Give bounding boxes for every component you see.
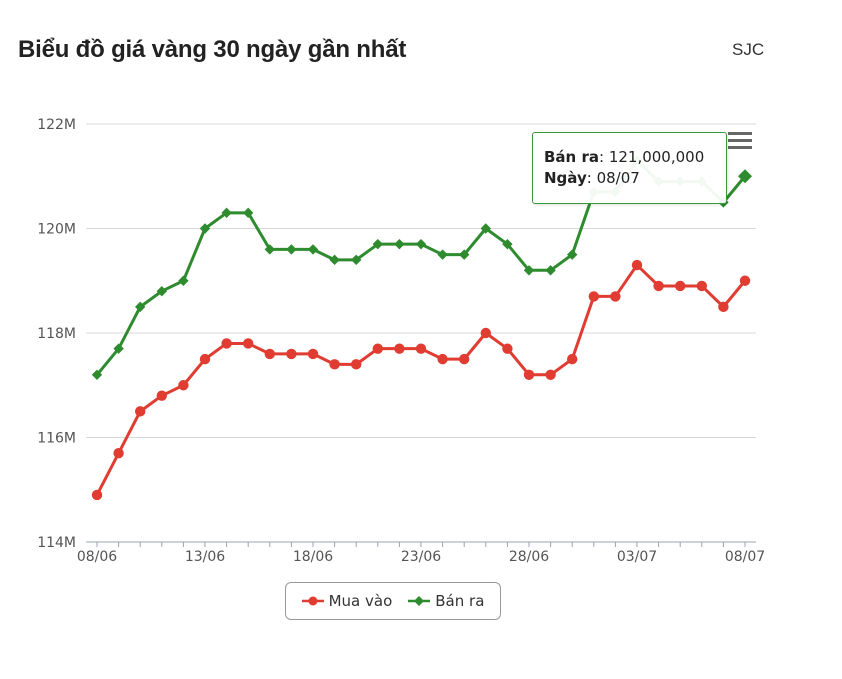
y-tick-label: 114M xyxy=(37,535,76,551)
legend-item-ban-ra[interactable]: Bán ra xyxy=(408,592,484,610)
data-point xyxy=(91,489,103,501)
data-point xyxy=(459,249,470,260)
tooltip-date: 08/07 xyxy=(596,169,640,187)
data-point xyxy=(545,265,556,276)
x-tick-label: 13/06 xyxy=(185,549,225,565)
data-point xyxy=(135,301,146,313)
data-point xyxy=(437,353,448,365)
data-point xyxy=(523,369,535,380)
x-tick-label: 03/07 xyxy=(617,549,657,565)
x-tick-label: 23/06 xyxy=(401,549,441,565)
data-point xyxy=(199,353,211,365)
data-point xyxy=(415,238,427,250)
data-point xyxy=(437,249,448,260)
tooltip-series-label: Bán ra xyxy=(544,148,599,166)
data-point xyxy=(502,238,513,250)
data-point xyxy=(567,353,578,365)
data-point xyxy=(178,275,189,286)
x-tick-label: 18/06 xyxy=(293,549,333,565)
data-point xyxy=(394,238,405,250)
x-axis: 08/06 13/06 18/06 23/06 28/06 03/07 08/07 xyxy=(77,542,765,565)
data-point xyxy=(243,207,254,219)
chart-tooltip: Bán ra: 121,000,000 Ngày: 08/07 xyxy=(532,132,727,204)
data-point xyxy=(178,380,189,391)
page-title: Biểu đồ giá vàng 30 ngày gần nhất xyxy=(18,36,407,63)
legend-item-mua-vao[interactable]: Mua vào xyxy=(301,592,393,610)
data-point xyxy=(221,207,232,219)
tooltip-value-row: Bán ra: 121,000,000 xyxy=(544,148,705,166)
menu-bar xyxy=(728,146,752,149)
data-point xyxy=(459,353,470,365)
data-point xyxy=(372,343,383,354)
y-tick-label: 116M xyxy=(37,431,76,447)
y-axis: 114M 116M 118M 120M 122M xyxy=(37,117,76,551)
tooltip-date-row: Ngày: 08/07 xyxy=(544,169,640,187)
legend-circle-icon xyxy=(301,596,324,606)
data-point xyxy=(738,169,752,184)
data-point xyxy=(286,244,297,255)
data-point xyxy=(199,223,211,234)
data-point xyxy=(264,348,275,360)
data-point xyxy=(351,254,362,266)
y-tick-label: 120M xyxy=(37,222,76,238)
data-point xyxy=(243,338,254,349)
data-point xyxy=(264,244,275,255)
x-tick-label: 28/06 xyxy=(509,549,549,565)
series-layer xyxy=(91,155,752,501)
tooltip-value: 121,000,000 xyxy=(608,148,705,166)
data-point xyxy=(113,343,124,354)
data-point xyxy=(588,291,599,302)
data-point xyxy=(221,338,232,349)
legend-diamond-icon xyxy=(408,596,431,606)
data-point xyxy=(394,343,405,354)
data-point xyxy=(286,348,297,360)
data-point xyxy=(113,447,124,459)
menu-bar xyxy=(728,139,752,142)
y-tick-label: 118M xyxy=(37,326,76,342)
data-point xyxy=(415,343,427,354)
chart-menu-icon[interactable] xyxy=(728,132,752,152)
data-point xyxy=(135,406,146,417)
data-point xyxy=(502,343,513,354)
data-point xyxy=(653,280,664,292)
brand-label: SJC xyxy=(732,40,765,59)
data-point xyxy=(739,275,751,286)
menu-bar xyxy=(728,132,752,135)
data-point xyxy=(91,369,103,380)
tooltip-date-label: Ngày xyxy=(544,169,587,187)
data-point xyxy=(351,359,362,370)
data-point xyxy=(545,369,556,380)
series-line xyxy=(95,263,747,496)
legend-label: Bán ra xyxy=(435,592,485,610)
data-point xyxy=(631,259,643,271)
x-tick-label: 08/07 xyxy=(725,549,765,565)
data-point xyxy=(156,390,167,401)
chart-legend: Mua vào Bán ra xyxy=(285,582,501,620)
data-point xyxy=(307,348,319,360)
series-mua-vao xyxy=(91,259,751,501)
x-tick-label: 08/06 xyxy=(77,549,117,565)
data-point xyxy=(480,327,491,339)
data-point xyxy=(718,301,729,313)
data-point xyxy=(610,291,621,302)
data-point xyxy=(480,223,491,234)
legend-label: Mua vào xyxy=(328,592,393,610)
data-point xyxy=(329,359,340,370)
data-point xyxy=(567,249,578,260)
y-tick-label: 122M xyxy=(37,117,76,133)
data-point xyxy=(372,238,383,250)
data-point xyxy=(329,254,340,266)
data-point xyxy=(307,244,319,255)
data-point xyxy=(523,265,535,276)
data-point xyxy=(696,280,707,292)
data-point xyxy=(156,286,167,297)
data-point xyxy=(675,280,686,292)
